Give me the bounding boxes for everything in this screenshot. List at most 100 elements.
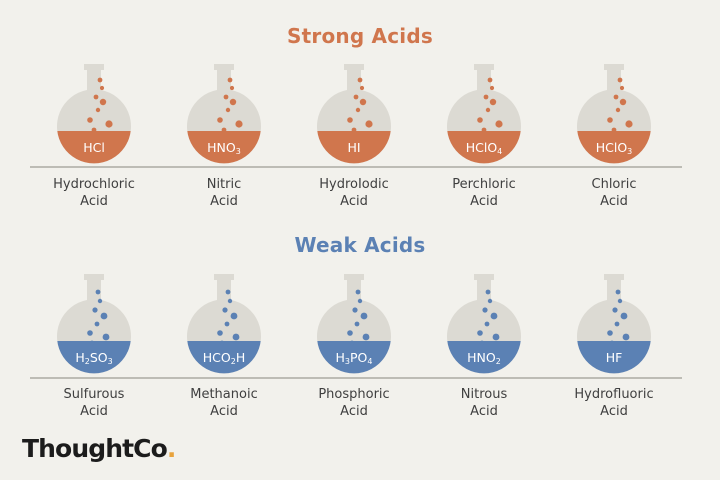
bubble xyxy=(625,120,633,128)
flask-icon xyxy=(187,64,262,164)
bubble xyxy=(235,120,243,128)
bubble xyxy=(359,98,367,106)
strong-acids-shelf xyxy=(30,166,682,168)
acid-name: Hydrochloric Acid xyxy=(34,176,154,210)
flask-icon xyxy=(447,274,522,374)
flask-icon xyxy=(57,64,132,164)
acid-name-line2: Acid xyxy=(80,194,108,209)
acid-name-line2: Acid xyxy=(210,404,238,419)
acid-name-line2: Acid xyxy=(600,404,628,419)
bubble xyxy=(622,333,630,341)
bubble xyxy=(225,107,231,113)
logo-text: ThoughtCo xyxy=(22,434,168,463)
bubble xyxy=(222,307,228,313)
chemical-formula: HCl xyxy=(83,140,105,155)
flask-icon xyxy=(187,274,262,374)
bubble xyxy=(95,107,101,113)
bubble xyxy=(354,321,360,327)
bubble xyxy=(620,312,628,320)
bubble xyxy=(219,340,225,346)
flask-weak-1: H2SO3 xyxy=(54,270,134,380)
bubble xyxy=(619,85,625,91)
chemical-formula: HNO2 xyxy=(467,350,501,366)
bubble xyxy=(217,330,223,336)
bubble xyxy=(99,98,107,106)
bubble xyxy=(227,77,233,83)
bubble xyxy=(613,94,619,100)
flask-strong-3: HI xyxy=(314,60,394,170)
flask-weak-4: HNO2 xyxy=(444,270,524,380)
bubble xyxy=(89,340,95,346)
bubble xyxy=(365,120,373,128)
bubble xyxy=(102,333,110,341)
acid-name-line2: Acid xyxy=(470,404,498,419)
bubble xyxy=(93,94,99,100)
chemical-formula: H3PO4 xyxy=(335,350,373,366)
flask-icon xyxy=(57,274,132,374)
chemical-formula: HClO3 xyxy=(595,140,633,156)
acid-name-line2: Acid xyxy=(80,404,108,419)
bubble xyxy=(357,77,363,83)
bubble xyxy=(229,85,235,91)
acid-name-line2: Acid xyxy=(340,194,368,209)
bubble xyxy=(483,94,489,100)
bubble xyxy=(92,307,98,313)
bubble xyxy=(227,298,233,304)
bubble xyxy=(355,107,361,113)
bubble xyxy=(87,330,93,336)
logo-dot: . xyxy=(166,434,176,463)
bubble xyxy=(612,307,618,313)
flask-icon xyxy=(577,274,652,374)
bubble xyxy=(349,340,355,346)
bubble xyxy=(100,312,108,320)
bubble xyxy=(217,117,223,123)
chemical-formula: H2SO3 xyxy=(75,350,113,366)
acid-name-line1: Hydrochloric xyxy=(53,177,135,192)
chemical-formula: HF xyxy=(605,350,623,365)
bubble xyxy=(617,298,623,304)
chemical-formula: HNO3 xyxy=(207,140,241,156)
chemical-formula: HI xyxy=(347,140,361,155)
bubble xyxy=(490,312,498,320)
bubble xyxy=(362,333,370,341)
weak-acids-heading: Weak Acids xyxy=(294,233,426,257)
bubble xyxy=(607,330,613,336)
bubble xyxy=(347,117,353,123)
bubble xyxy=(95,289,101,295)
acid-name-line2: Acid xyxy=(340,404,368,419)
bubble xyxy=(355,289,361,295)
acid-name: Phosphoric Acid xyxy=(294,386,414,420)
flask-icon xyxy=(317,64,392,164)
thoughtco-logo: ThoughtCo. xyxy=(22,434,176,463)
bubble xyxy=(357,298,363,304)
acid-name-line1: Chloric xyxy=(591,177,637,192)
bubble xyxy=(485,289,491,295)
bubble xyxy=(353,94,359,100)
acid-name-line1: Sulfurous xyxy=(63,387,125,402)
flask-strong-4: HClO4 xyxy=(444,60,524,170)
acid-name-line1: Hydrofluoric xyxy=(574,387,654,402)
flask-strong-2: HNO3 xyxy=(184,60,264,170)
acid-name: Hydrofluoric Acid xyxy=(554,386,674,420)
bubble xyxy=(489,85,495,91)
flask-strong-1: HCl xyxy=(54,60,134,170)
bubble xyxy=(482,307,488,313)
bubble xyxy=(105,120,113,128)
bubble xyxy=(352,307,358,313)
acid-name: Sulfurous Acid xyxy=(34,386,154,420)
acid-name-line1: Phosphoric xyxy=(318,387,390,402)
bubble xyxy=(91,127,97,133)
bubble xyxy=(485,107,491,113)
acid-name: Methanoic Acid xyxy=(164,386,284,420)
bubble xyxy=(230,312,238,320)
weak-acids-shelf xyxy=(30,377,682,379)
flask-icon xyxy=(447,64,522,164)
bubble xyxy=(614,321,620,327)
acid-name: Nitrous Acid xyxy=(424,386,544,420)
bubble xyxy=(615,107,621,113)
bubble xyxy=(347,330,353,336)
bubble xyxy=(224,321,230,327)
bubble xyxy=(619,98,627,106)
bubble xyxy=(487,77,493,83)
bubble xyxy=(479,340,485,346)
